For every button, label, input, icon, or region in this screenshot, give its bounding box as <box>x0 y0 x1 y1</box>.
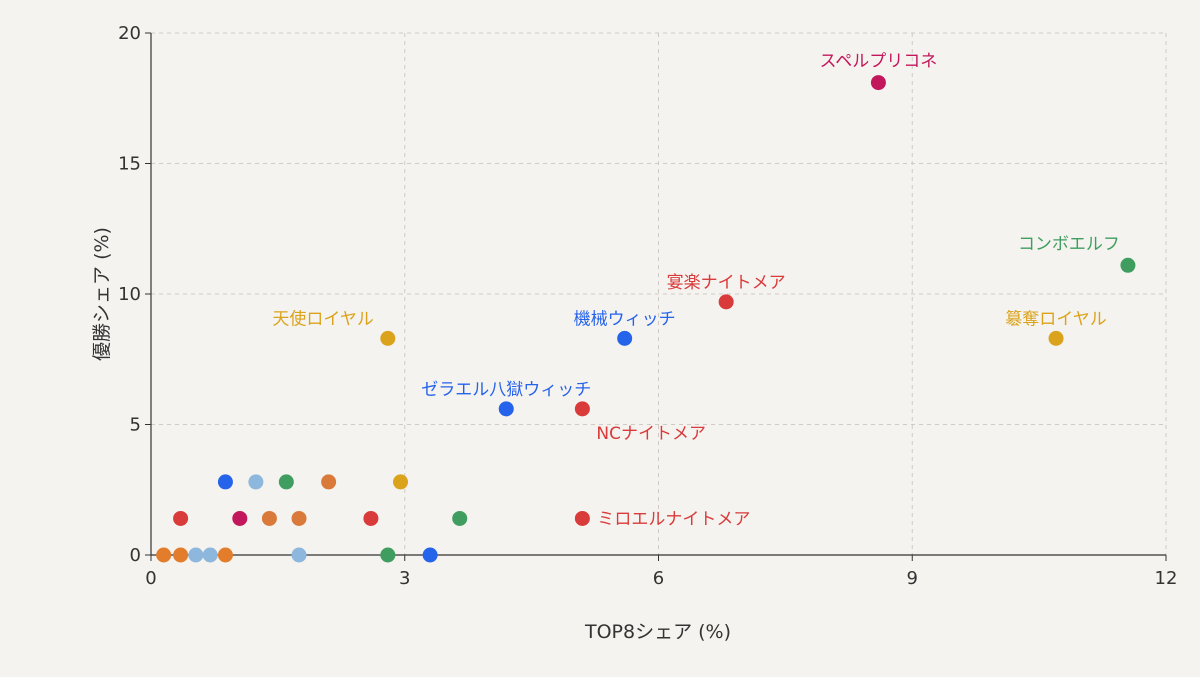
data-point <box>718 294 734 310</box>
data-point <box>422 547 438 563</box>
data-point <box>574 510 590 526</box>
data-point <box>217 547 233 563</box>
data-point <box>870 75 886 91</box>
x-tick-label: 0 <box>145 568 156 589</box>
data-point <box>232 510 248 526</box>
data-point <box>248 474 264 490</box>
point-label: 機械ウィッチ <box>574 309 676 329</box>
point-label: 簒奪ロイヤル <box>1005 309 1107 329</box>
x-axis-title: TOP8シェア (%) <box>584 621 731 643</box>
data-point <box>278 474 294 490</box>
data-point <box>617 330 633 346</box>
x-tick-label: 12 <box>1155 568 1178 589</box>
grid-layer <box>151 32 1167 555</box>
ticks-layer: 0 3 6 9 12 0 5 10 15 20 <box>118 23 1177 589</box>
point-label: コンボエルフ <box>1018 234 1120 254</box>
point-label: NCナイトメア <box>596 424 706 444</box>
y-axis-title: 優勝シェア (%) <box>91 227 113 361</box>
point-label: ゼラエル八獄ウィッチ <box>421 380 591 400</box>
y-tick-label: 20 <box>118 23 141 44</box>
data-point <box>452 510 468 526</box>
point-label: スペルプリコネ <box>820 52 938 72</box>
data-point <box>380 330 396 346</box>
x-tick-label: 6 <box>653 568 664 589</box>
data-point <box>291 547 307 563</box>
data-point <box>217 474 233 490</box>
y-tick-label: 15 <box>118 154 141 175</box>
data-point <box>1120 257 1136 273</box>
data-point <box>156 547 172 563</box>
data-point <box>173 547 189 563</box>
point-label: 宴楽ナイトメア <box>667 273 786 293</box>
data-point <box>291 510 307 526</box>
data-point <box>380 547 396 563</box>
y-tick-label: 5 <box>130 415 141 436</box>
data-point <box>321 474 337 490</box>
data-point <box>498 401 514 417</box>
data-point <box>574 401 590 417</box>
data-point <box>188 547 204 563</box>
data-point <box>261 510 277 526</box>
x-tick-label: 9 <box>907 568 918 589</box>
y-tick-label: 0 <box>130 545 141 566</box>
data-point <box>173 510 189 526</box>
point-label: ミロエルナイトメア <box>597 509 750 529</box>
data-point <box>202 547 218 563</box>
data-point <box>363 510 379 526</box>
points-layer <box>156 75 1136 563</box>
y-tick-label: 10 <box>118 284 141 305</box>
data-point <box>393 474 409 490</box>
data-point <box>1048 330 1064 346</box>
point-label: 天使ロイヤル <box>272 308 374 329</box>
x-tick-label: 3 <box>399 568 410 589</box>
